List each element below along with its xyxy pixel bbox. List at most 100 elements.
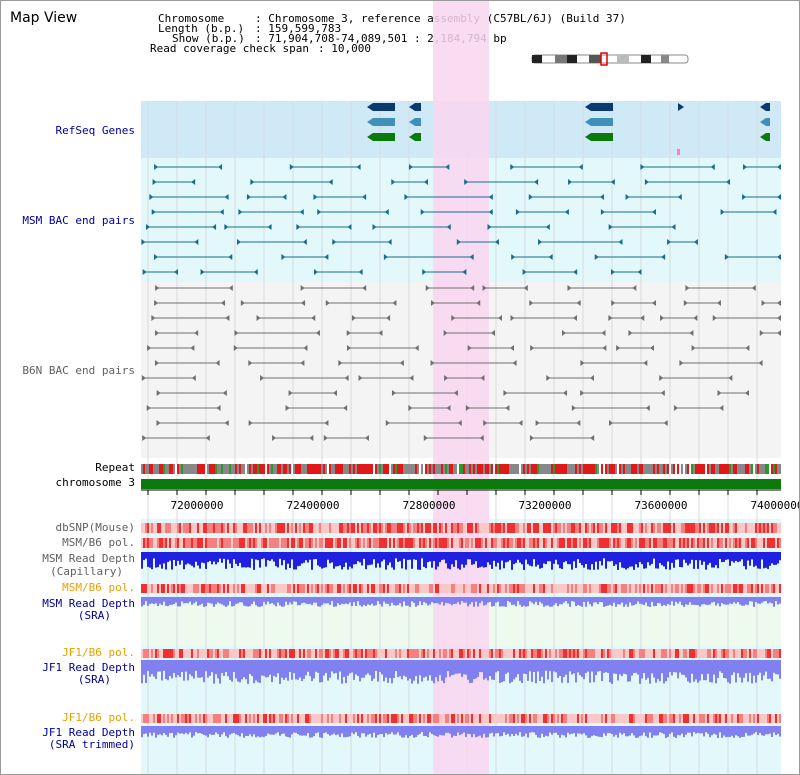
bac-end-marker[interactable]	[299, 209, 304, 215]
bac-end-marker[interactable]	[267, 224, 272, 230]
bac-end-marker[interactable]	[451, 315, 456, 321]
bac-end-marker[interactable]	[568, 179, 573, 185]
bac-end-marker[interactable]	[315, 330, 320, 336]
bac-end-marker[interactable]	[564, 209, 569, 215]
bac-end-marker[interactable]	[250, 179, 255, 185]
bac-end-marker[interactable]	[534, 179, 539, 185]
bac-end-marker[interactable]	[404, 194, 409, 200]
bac-end-marker[interactable]	[205, 435, 210, 441]
bac-end-marker[interactable]	[386, 315, 391, 321]
bac-end-marker[interactable]	[710, 164, 715, 170]
bac-end-marker[interactable]	[671, 224, 676, 230]
bac-end-marker[interactable]	[490, 330, 495, 336]
bac-end-marker[interactable]	[233, 345, 238, 351]
bac-end-marker[interactable]	[616, 345, 621, 351]
bac-end-marker[interactable]	[515, 209, 520, 215]
track-label-msm-depth-sra-1[interactable]: MSM Read Depth	[42, 597, 135, 610]
bac-end-marker[interactable]	[518, 420, 523, 426]
bac-end-marker[interactable]	[528, 194, 533, 200]
bac-end-marker[interactable]	[529, 435, 534, 441]
bac-end-marker[interactable]	[228, 254, 233, 260]
gene-feature[interactable]	[766, 118, 770, 126]
bac-end-marker[interactable]	[224, 224, 229, 230]
bac-end-marker[interactable]	[576, 300, 581, 306]
bac-end-marker[interactable]	[645, 405, 650, 411]
bac-end-marker[interactable]	[200, 269, 205, 275]
bac-end-marker[interactable]	[391, 179, 396, 185]
bac-end-marker[interactable]	[693, 315, 698, 321]
bac-end-marker[interactable]	[300, 285, 305, 291]
bac-end-marker[interactable]	[218, 164, 223, 170]
bac-end-marker[interactable]	[602, 345, 607, 351]
bac-end-marker[interactable]	[154, 360, 159, 366]
bac-end-marker[interactable]	[346, 330, 351, 336]
bac-end-marker[interactable]	[573, 315, 578, 321]
bac-end-marker[interactable]	[234, 330, 239, 336]
bac-end-marker[interactable]	[146, 224, 151, 230]
bac-end-marker[interactable]	[155, 285, 160, 291]
bac-end-marker[interactable]	[724, 254, 729, 260]
bac-end-marker[interactable]	[445, 164, 450, 170]
bac-end-marker[interactable]	[351, 315, 356, 321]
chromosome-bar[interactable]	[141, 479, 781, 489]
bac-end-marker[interactable]	[343, 405, 348, 411]
bac-end-marker[interactable]	[510, 315, 515, 321]
bac-end-marker[interactable]	[408, 405, 413, 411]
bac-end-marker[interactable]	[409, 375, 414, 381]
bac-end-marker[interactable]	[522, 269, 527, 275]
track-label-msm-b6-pol-1[interactable]: MSM/B6 pol.	[62, 536, 135, 549]
bac-end-marker[interactable]	[590, 435, 595, 441]
bac-end-marker[interactable]	[191, 179, 196, 185]
bac-end-marker[interactable]	[154, 300, 159, 306]
bac-end-marker[interactable]	[392, 300, 397, 306]
bac-end-marker[interactable]	[194, 239, 199, 245]
bac-end-marker[interactable]	[777, 254, 781, 260]
bac-end-marker[interactable]	[476, 300, 481, 306]
bac-end-marker[interactable]	[221, 300, 226, 306]
bac-end-marker[interactable]	[649, 345, 654, 351]
bac-end-marker[interactable]	[236, 239, 241, 245]
bac-end-marker[interactable]	[142, 435, 147, 441]
track-label-jf1-depth-1[interactable]: JF1 Read Depth	[42, 661, 135, 674]
bac-end-marker[interactable]	[464, 179, 469, 185]
bac-end-marker[interactable]	[155, 330, 160, 336]
bac-end-marker[interactable]	[512, 360, 517, 366]
bac-end-marker[interactable]	[660, 315, 665, 321]
b6n-bac-features[interactable]	[141, 285, 781, 441]
bac-end-marker[interactable]	[716, 300, 721, 306]
track-label-msm-depth-sra-2[interactable]: (SRA)	[77, 609, 111, 622]
bac-end-marker[interactable]	[601, 330, 606, 336]
bac-end-marker[interactable]	[640, 315, 645, 321]
bac-end-marker[interactable]	[156, 390, 161, 396]
bac-end-marker[interactable]	[538, 239, 543, 245]
bac-end-marker[interactable]	[611, 300, 616, 306]
bac-end-marker[interactable]	[660, 390, 665, 396]
bac-end-marker[interactable]	[530, 345, 535, 351]
bac-end-marker[interactable]	[758, 360, 763, 366]
bac-end-marker[interactable]	[408, 164, 413, 170]
bac-end-marker[interactable]	[194, 330, 199, 336]
bac-end-marker[interactable]	[323, 435, 328, 441]
bac-end-marker[interactable]	[391, 390, 396, 396]
bac-end-marker[interactable]	[563, 390, 568, 396]
bac-end-marker[interactable]	[430, 300, 435, 306]
bac-end-marker[interactable]	[691, 345, 696, 351]
bac-end-marker[interactable]	[425, 285, 430, 291]
bac-end-marker[interactable]	[742, 194, 747, 200]
bac-end-marker[interactable]	[248, 420, 253, 426]
bac-end-marker[interactable]	[712, 315, 717, 321]
bac-end-marker[interactable]	[190, 345, 195, 351]
bac-end-marker[interactable]	[324, 420, 329, 426]
bac-end-marker[interactable]	[219, 209, 224, 215]
bac-end-marker[interactable]	[548, 254, 553, 260]
track-label-msm-b6-pol-2[interactable]: MSM/B6 pol.	[62, 581, 135, 594]
bac-end-marker[interactable]	[443, 330, 448, 336]
bac-end-marker[interactable]	[364, 435, 369, 441]
bac-end-marker[interactable]	[317, 209, 322, 215]
bac-end-marker[interactable]	[594, 254, 599, 260]
bac-end-marker[interactable]	[151, 315, 156, 321]
bac-end-marker[interactable]	[777, 330, 781, 336]
bac-end-marker[interactable]	[191, 375, 196, 381]
bac-end-marker[interactable]	[777, 315, 781, 321]
